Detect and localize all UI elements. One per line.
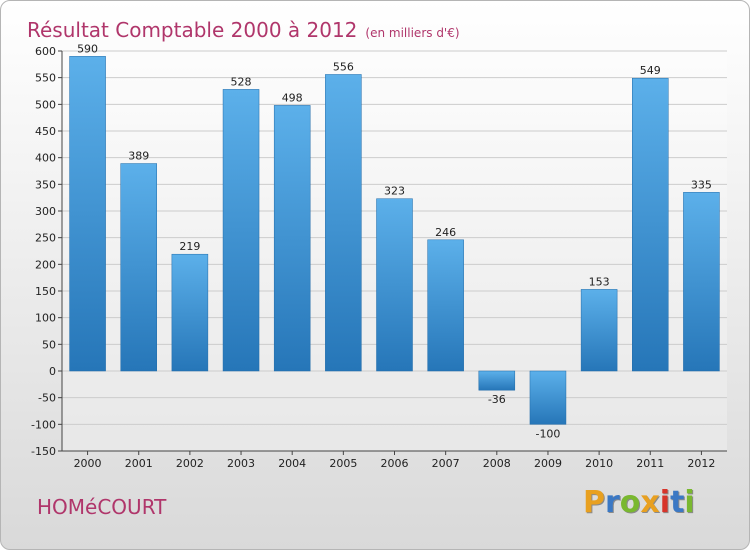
bar-2004 [273,105,311,372]
logo-letter: i [659,485,671,520]
y-tick-label: 400 [35,152,56,165]
value-label-2008: -36 [488,393,506,406]
bar-2001 [120,163,157,372]
y-tick-label: -150 [31,445,56,458]
value-label-2010: 153 [589,275,610,288]
bar-2005 [325,74,362,372]
value-label-2004: 498 [282,91,303,104]
value-label-2007: 246 [435,226,456,239]
value-label-2005: 556 [333,60,354,73]
y-tick-label: 250 [35,232,56,245]
chart-title-main: Résultat Comptable 2000 à 2012 [27,18,358,42]
value-label-2001: 389 [128,150,149,163]
axes [58,50,727,455]
y-tick-label: 150 [35,285,56,298]
y-tick-label: 500 [35,98,56,111]
labels: 600550500450400350300250200150100500-50-… [31,42,715,470]
bar-2002 [171,253,209,372]
chart-title: Résultat Comptable 2000 à 2012 (en millie… [27,7,460,45]
bar-2012 [683,192,720,372]
bar-2010 [580,289,618,372]
bar-2006 [376,198,413,372]
y-tick-label: -100 [31,418,56,431]
x-tick-label-2012: 2012 [687,457,715,470]
bar-2000 [69,56,106,372]
value-label-2000: 590 [77,42,98,55]
x-tick-label-2001: 2001 [125,457,153,470]
x-tick-label-2005: 2005 [329,457,357,470]
y-tick-label: -50 [38,392,56,405]
x-tick-label-2009: 2009 [534,457,562,470]
logo-letter: o [619,485,641,520]
logo-letter: P [583,485,605,520]
logo-letter: x [640,485,660,520]
logo-letter: i [684,485,695,520]
value-label-2002: 219 [179,240,200,253]
y-tick-label: 100 [35,312,56,325]
x-tick-label-2011: 2011 [636,457,664,470]
value-label-2003: 528 [231,75,252,88]
x-tick-label-2004: 2004 [278,457,306,470]
commune-name: HOMéCOURT [37,495,167,519]
bar-2011 [632,77,669,372]
bar-2009 [529,370,567,425]
x-tick-label-2010: 2010 [585,457,613,470]
y-tick-label: 350 [35,178,56,191]
logo-letter: r [605,485,620,520]
y-tick-label: 50 [42,338,56,351]
x-tick-label-2000: 2000 [74,457,102,470]
y-tick-label: 550 [35,72,56,85]
x-tick-label-2006: 2006 [381,457,409,470]
x-tick-label-2007: 2007 [432,457,460,470]
chart-title-subtitle: (en milliers d'€) [365,26,460,40]
y-tick-label: 300 [35,205,56,218]
bar-2007 [427,239,464,372]
y-tick-label: 200 [35,258,56,271]
value-label-2006: 323 [384,185,405,198]
value-label-2009: -100 [535,427,560,440]
value-label-2012: 335 [691,178,712,191]
x-tick-label-2008: 2008 [483,457,511,470]
bar-2008 [478,370,516,391]
x-tick-label-2002: 2002 [176,457,204,470]
x-tick-label-2003: 2003 [227,457,255,470]
logo-letter: t [670,485,685,520]
value-label-2011: 549 [640,64,661,77]
y-tick-label: 600 [35,45,56,58]
proxiti-logo: Proxiti [583,485,695,520]
bar-2003 [222,89,260,372]
y-tick-label: 0 [49,365,56,378]
y-tick-label: 450 [35,125,56,138]
bars [69,56,720,425]
